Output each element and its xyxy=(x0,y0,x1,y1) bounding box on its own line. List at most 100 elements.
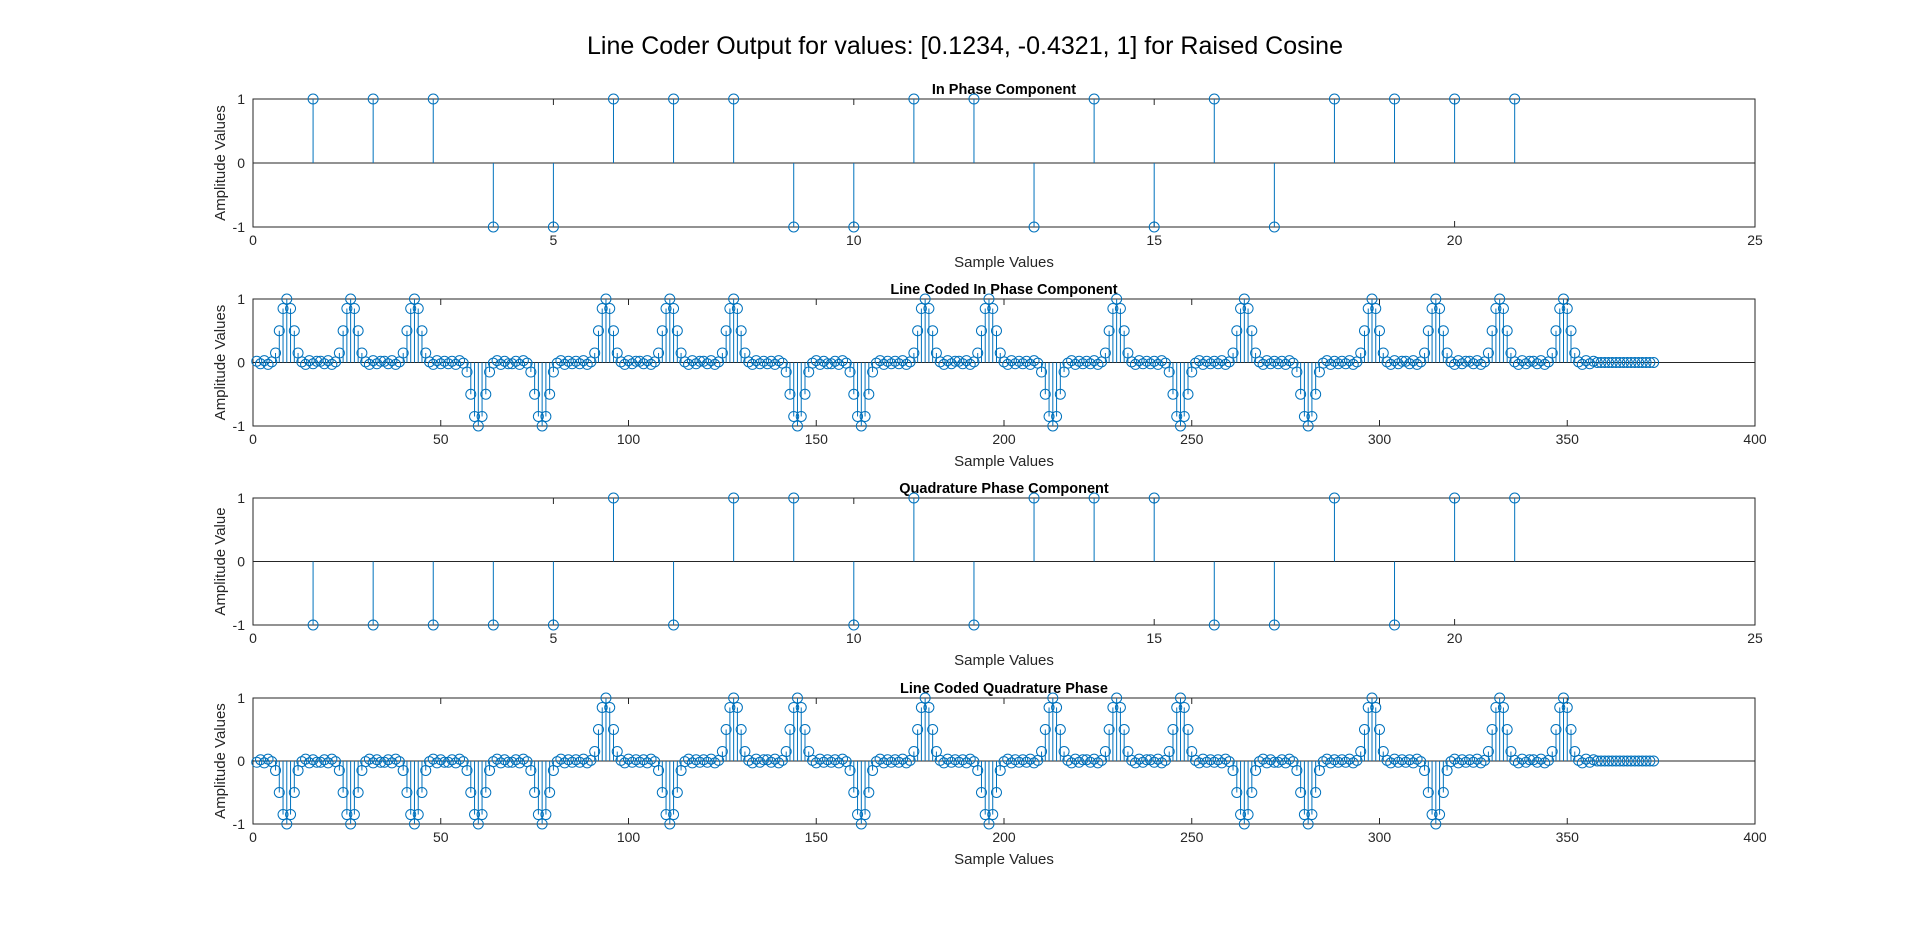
stem-marker xyxy=(1114,303,1126,315)
stem-marker xyxy=(1028,757,1040,769)
stem-marker xyxy=(953,355,965,367)
stem-marker xyxy=(1456,358,1468,370)
stem-marker xyxy=(1208,756,1220,768)
stem-marker xyxy=(1509,93,1521,105)
stem-marker xyxy=(1565,724,1577,735)
x-tick-label: 350 xyxy=(1556,829,1580,845)
stem-marker xyxy=(1452,757,1464,769)
stem-marker xyxy=(1404,754,1416,766)
stem-marker xyxy=(1434,303,1446,315)
x-tick-label: 10 xyxy=(846,232,862,248)
stem-marker xyxy=(315,756,327,768)
stem-marker xyxy=(837,753,849,765)
stem-marker xyxy=(423,756,435,768)
stem-marker xyxy=(1069,753,1081,765)
stem-marker xyxy=(1306,809,1318,821)
stem-marker xyxy=(480,787,492,798)
stem-marker xyxy=(975,325,987,337)
y-tick-label: -1 xyxy=(233,816,246,832)
stem-marker xyxy=(450,358,462,370)
stem-marker xyxy=(1171,701,1183,713)
stem-marker xyxy=(1310,388,1322,400)
stem-marker xyxy=(1366,293,1378,305)
stem-marker xyxy=(1494,293,1506,305)
stem-marker xyxy=(908,746,920,758)
stem-marker xyxy=(1246,325,1258,337)
stem-marker xyxy=(814,753,826,765)
x-tick-label: 25 xyxy=(1747,232,1763,248)
stem-marker xyxy=(923,303,935,315)
stem-marker xyxy=(953,756,965,768)
stem-marker xyxy=(788,701,800,713)
stem-marker xyxy=(1043,410,1055,422)
stem-marker xyxy=(1178,410,1190,422)
stem-marker xyxy=(559,358,571,370)
stem-marker xyxy=(1167,724,1179,735)
stem-marker xyxy=(469,410,481,422)
stem-marker xyxy=(371,754,383,766)
stem-marker xyxy=(1257,753,1269,765)
stem-marker xyxy=(1099,746,1111,758)
stem-marker xyxy=(1088,492,1100,504)
y-axis-label: Amplitude Values xyxy=(212,105,229,221)
stem-marker xyxy=(1340,756,1352,768)
stem-marker xyxy=(1531,358,1543,370)
subplot-title: In Phase Component xyxy=(932,82,1076,98)
x-tick-label: 300 xyxy=(1368,431,1392,447)
stem-marker xyxy=(1043,701,1055,713)
stem-marker xyxy=(1182,724,1194,735)
stem-marker xyxy=(743,754,755,766)
stem-marker xyxy=(1077,754,1089,766)
stem-marker xyxy=(626,756,638,768)
stem-marker xyxy=(1257,358,1269,370)
stem-marker xyxy=(878,757,890,769)
stem-marker xyxy=(788,410,800,422)
stem-marker xyxy=(1464,754,1476,766)
stem-marker xyxy=(1190,754,1202,766)
stem-marker xyxy=(255,754,267,766)
stem-marker xyxy=(487,221,499,233)
stem-marker xyxy=(908,347,920,359)
stem-marker xyxy=(720,325,732,337)
stem-marker xyxy=(698,754,710,766)
x-tick-label: 50 xyxy=(433,431,449,447)
stem-marker xyxy=(1047,420,1059,432)
stem-marker xyxy=(1347,757,1359,769)
stem-marker xyxy=(1272,756,1284,768)
stem-marker xyxy=(607,724,619,735)
y-axis-label: Amplitude Values xyxy=(212,305,229,421)
stem-marker xyxy=(596,701,608,713)
stem-marker xyxy=(799,724,811,735)
stem-marker xyxy=(990,787,1002,798)
stem-marker xyxy=(1201,756,1213,768)
stem-marker xyxy=(915,701,927,713)
stem-marker xyxy=(1216,355,1228,367)
stem-marker xyxy=(476,809,488,821)
stem-marker xyxy=(514,757,526,769)
x-tick-label: 15 xyxy=(1146,630,1162,646)
stem-marker xyxy=(1355,746,1367,758)
stem-marker xyxy=(900,358,912,370)
stem-marker xyxy=(296,356,308,368)
stem-marker xyxy=(378,355,390,367)
stem-marker xyxy=(367,355,379,367)
stem-marker xyxy=(1430,293,1442,305)
x-tick-label: 150 xyxy=(805,829,829,845)
stem-marker xyxy=(1591,357,1603,368)
stem-marker xyxy=(1400,756,1412,768)
stem-marker xyxy=(514,358,526,370)
stem-marker xyxy=(942,355,954,367)
stem-marker xyxy=(1554,701,1566,713)
stem-marker xyxy=(1062,754,1074,766)
stem-marker xyxy=(1385,358,1397,370)
stem-marker xyxy=(1358,724,1370,735)
stem-marker xyxy=(258,757,270,769)
stem-marker xyxy=(645,358,657,370)
stem-marker xyxy=(536,818,548,830)
stem-marker xyxy=(1467,358,1479,370)
stem-marker xyxy=(461,366,473,378)
stem-marker xyxy=(1449,492,1461,504)
stem-marker xyxy=(979,809,991,821)
stem-marker xyxy=(607,492,619,504)
